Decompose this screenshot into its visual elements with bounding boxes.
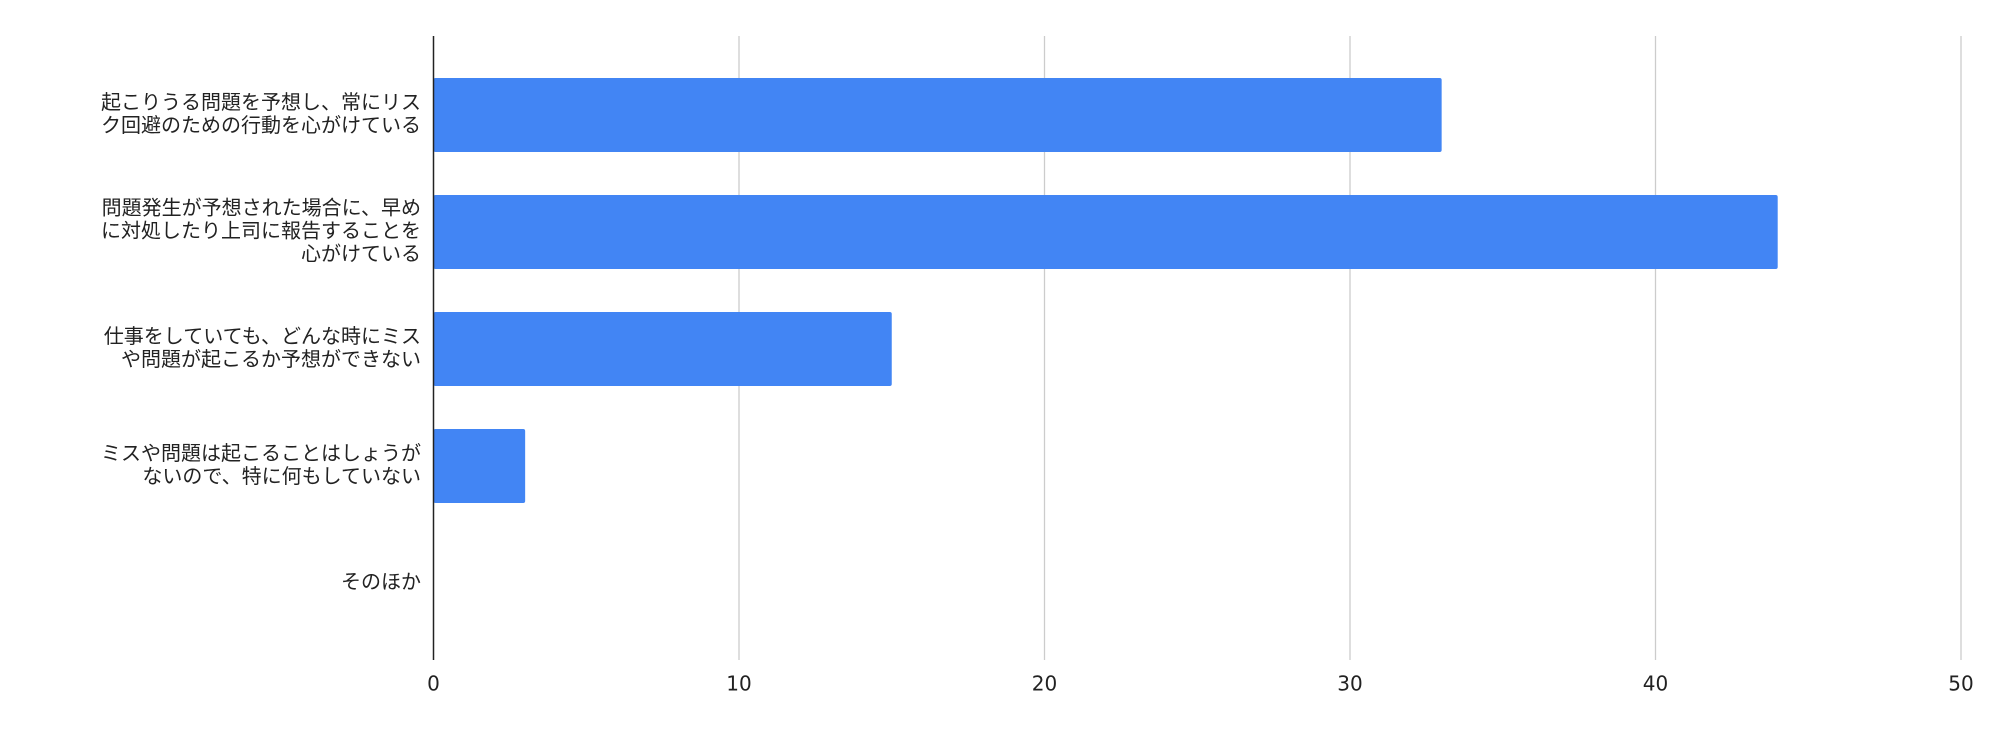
y-tick-label: や問題が起こるか予想ができない bbox=[121, 347, 421, 371]
x-tick-label: 0 bbox=[427, 672, 440, 696]
y-tick-label: 仕事をしていても、どんな時にミス bbox=[104, 324, 421, 348]
y-tick-label: ミスや問題は起こることはしょうが bbox=[101, 441, 421, 465]
y-tick-label: 問題発生が予想された場合に、早め bbox=[102, 196, 421, 220]
y-tick-label: 心がけている bbox=[301, 242, 421, 266]
y-tick-label: ク回避のための行動を心がけている bbox=[101, 113, 421, 137]
x-tick-label: 20 bbox=[1032, 672, 1057, 696]
y-tick-label: ないので、特に何もしていない bbox=[142, 464, 421, 488]
x-tick-label: 40 bbox=[1643, 672, 1668, 696]
bar bbox=[433, 78, 1442, 152]
x-tick-label: 50 bbox=[1948, 672, 1973, 696]
y-tick-label: そのほか bbox=[341, 570, 421, 594]
x-tick-label: 30 bbox=[1337, 672, 1362, 696]
y-tick-label: 起こりうる問題を予想し、常にリス bbox=[101, 90, 421, 114]
bar bbox=[433, 312, 892, 386]
bar bbox=[433, 429, 526, 503]
x-tick-label: 10 bbox=[726, 672, 751, 696]
y-tick-label: に対処したり上司に報告することを bbox=[101, 219, 421, 243]
bar bbox=[433, 195, 1778, 269]
